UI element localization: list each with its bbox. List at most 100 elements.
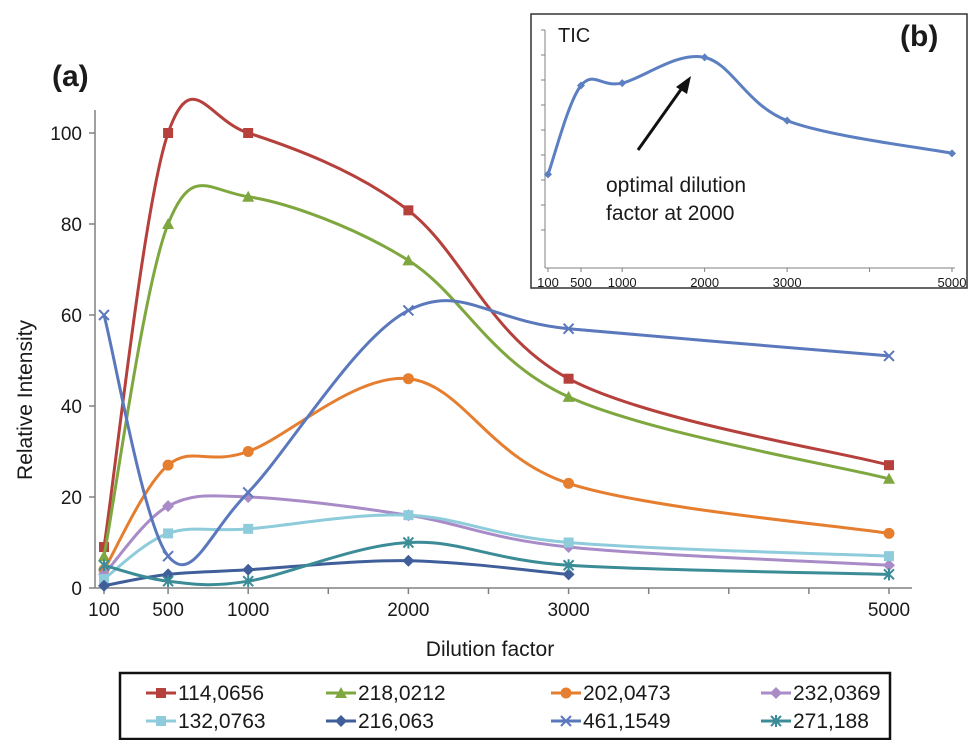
data-point	[883, 559, 895, 572]
data-point	[162, 575, 174, 588]
legend-item-271-188: 271,188	[761, 710, 869, 733]
legend-item-218-0212: 218,0212	[326, 682, 446, 705]
data-point	[563, 477, 575, 489]
panel-label-b: (b)	[900, 20, 938, 53]
series-461-1549	[98, 299, 895, 567]
data-point	[883, 527, 895, 539]
data-point	[163, 528, 174, 539]
data-point	[883, 568, 895, 581]
data-point	[242, 563, 255, 576]
y-tick-label: 20	[61, 488, 82, 509]
data-point	[402, 304, 415, 317]
inset-data-point	[700, 53, 709, 62]
data-point	[563, 537, 574, 548]
legend-item-114-0656: 114,0656	[146, 682, 264, 705]
y-axis-title: Relative Intensity	[14, 320, 37, 480]
inset-data-point	[618, 79, 627, 88]
legend-marker	[335, 715, 347, 727]
data-point	[99, 573, 109, 584]
series-114-0656	[99, 97, 894, 553]
data-point	[163, 128, 174, 138]
legend-marker	[560, 715, 572, 727]
series-line	[103, 540, 890, 587]
y-tick-label: 40	[61, 397, 82, 418]
series-line	[102, 377, 890, 571]
x-tick-label: 500	[152, 600, 184, 621]
legend: 114,0656 218,0212 202,0473 232,0369 132,0763…	[118, 671, 892, 741]
series-line	[102, 97, 890, 548]
inset-title: TIC	[558, 25, 590, 47]
data-point	[243, 128, 254, 138]
data-point	[562, 390, 575, 402]
x-tick-label: 1000	[227, 600, 269, 621]
legend-marker	[770, 687, 782, 699]
data-point	[884, 551, 894, 562]
legend-label: 232,0369	[793, 682, 881, 705]
inset-x-tick-label: 1000	[608, 275, 637, 290]
inset-data-point	[544, 170, 552, 179]
inset-x-tick-label: 5000	[938, 275, 967, 290]
legend-label: 461,1549	[583, 710, 671, 733]
y-ticks: 0 20 40 60 80 100	[50, 124, 95, 600]
data-point	[242, 446, 254, 457]
inset-x-ticks: 100 500 1000 2000 3000 5000	[537, 268, 966, 290]
data-point	[98, 579, 110, 592]
series-218-0212	[98, 184, 895, 562]
inset-x-tick-label: 100	[537, 275, 559, 290]
legend-label: 216,063	[358, 710, 434, 733]
series-271-188	[98, 536, 895, 588]
legend-label: 132,0763	[178, 710, 266, 733]
legend-item-461-1549: 461,1549	[551, 710, 671, 733]
y-tick-label: 60	[61, 306, 82, 327]
data-point	[98, 309, 110, 321]
annotation-line-1: optimal dilution	[606, 174, 746, 197]
data-point	[162, 218, 175, 229]
data-point	[243, 523, 254, 534]
data-point	[883, 472, 895, 484]
inset-chart: TIC (b) 100 500 1000 2000 3000 5000 optimal d…	[530, 13, 968, 290]
inset-data-point	[576, 81, 585, 90]
x-ticks: 100 500 1000 2000 3000 5000	[88, 588, 910, 621]
data-point	[162, 550, 174, 562]
x-tick-label: 3000	[547, 600, 589, 621]
data-point	[402, 554, 415, 567]
data-point	[883, 350, 895, 362]
data-point	[98, 550, 110, 562]
data-point	[562, 322, 575, 335]
data-point	[562, 568, 575, 581]
data-point	[562, 559, 575, 572]
x-tick-label: 2000	[387, 600, 429, 621]
series-202-0473	[98, 373, 895, 576]
series-line	[102, 299, 890, 567]
series-216-063	[98, 554, 575, 592]
x-tick-label: 5000	[868, 600, 910, 621]
main-chart: (a) 0 20 40 60 80 100 100 500 1000 2000 3000 500 0 …	[14, 60, 912, 661]
annotation-line-2: factor at 2000	[606, 202, 734, 225]
data-point	[242, 486, 254, 499]
legend-marker	[156, 716, 166, 726]
inset-frame	[530, 13, 968, 289]
legend-label: 114,0656	[178, 682, 264, 705]
series-line	[102, 494, 890, 576]
x-tick-label: 100	[88, 600, 120, 621]
data-point	[563, 373, 574, 384]
series-line	[103, 559, 569, 588]
data-point	[162, 459, 174, 471]
data-point	[162, 500, 175, 513]
inset-series-TIC	[544, 53, 956, 179]
data-point	[403, 510, 414, 521]
legend-label: 218,0212	[358, 682, 446, 705]
legend-frame	[118, 671, 892, 741]
data-point	[98, 559, 110, 572]
data-point	[402, 536, 415, 549]
annotation-arrow	[636, 76, 691, 151]
data-point	[242, 575, 254, 588]
data-point	[402, 254, 415, 266]
legend-marker	[560, 687, 572, 699]
inset-data-point	[948, 149, 956, 158]
data-point	[99, 542, 109, 553]
legend-label: 271,188	[793, 710, 869, 733]
data-point	[403, 205, 414, 216]
